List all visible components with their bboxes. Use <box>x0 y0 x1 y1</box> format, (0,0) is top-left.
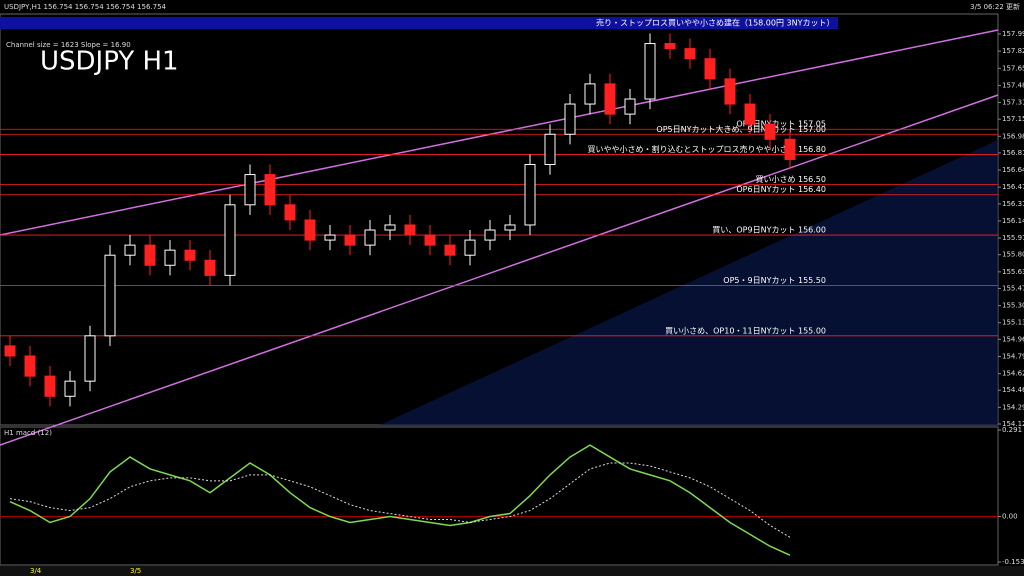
y-tick-label: 155.470 <box>1002 284 1024 292</box>
channel-upper <box>0 29 999 236</box>
candle-body <box>364 229 376 246</box>
channel-lower <box>0 94 999 446</box>
candle-body <box>264 174 276 206</box>
y-tick-label: 154.460 <box>1002 386 1024 394</box>
level-label: 買い小さめ 156.50 <box>755 175 826 184</box>
y-tick-label: 155.130 <box>1002 319 1024 327</box>
candle-body <box>144 244 156 266</box>
candle-body <box>684 48 696 60</box>
level-label: 買い、OP9日NYカット 156.00 <box>712 226 826 235</box>
candle-body <box>744 103 756 125</box>
macd-frame <box>0 426 999 566</box>
candle-body <box>124 244 136 256</box>
candle-body <box>504 224 516 231</box>
cloud <box>380 140 998 425</box>
x-label: 3/5 <box>130 567 141 575</box>
banner: 売り・ストップロス買いやや小さめ建在（158.00円 3NYカット） <box>596 18 835 28</box>
level-label: OP6日NYカット 156.40 <box>736 185 826 194</box>
candle-body <box>544 133 556 166</box>
y-tick-label: 157.995 <box>1002 30 1024 38</box>
y-tick-label: 157.655 <box>1002 64 1024 72</box>
candle-body <box>464 239 476 256</box>
candle-body <box>224 204 236 276</box>
y-tick-label: 154.290 <box>1002 403 1024 411</box>
candle-body <box>324 234 336 241</box>
candle-body <box>44 375 56 397</box>
candle-body <box>384 224 396 231</box>
header: USDJPY,H1 156.754 156.754 156.754 156.75… <box>4 3 167 11</box>
candle-body <box>604 83 616 115</box>
level-label: 買い小さめ、OP10・11日NYカット 155.00 <box>665 326 826 335</box>
level-label: OP5・9日NYカット 155.50 <box>723 276 826 285</box>
candle-body <box>704 58 716 80</box>
candle-body <box>484 229 496 241</box>
level-label: 買いやや小さめ・割り込むとストップロス売りやや小さめ 156.80 <box>587 144 826 154</box>
y-tick-label: 155.970 <box>1002 234 1024 242</box>
candle-body <box>64 380 76 397</box>
y-tick-label: 157.485 <box>1002 81 1024 89</box>
candle-body <box>624 98 636 115</box>
y-tick-label: 155.300 <box>1002 302 1024 310</box>
candle-body <box>304 219 316 241</box>
candle-body <box>4 345 16 357</box>
candle-body <box>644 43 656 100</box>
y-tick-label: 154.125 <box>1002 420 1024 428</box>
y-tick-label: 156.310 <box>1002 200 1024 208</box>
y-tick-label: 156.645 <box>1002 166 1024 174</box>
macd-tick-label: 0.291 <box>1002 426 1022 434</box>
candle-body <box>184 249 196 261</box>
candle-body <box>164 249 176 266</box>
candle-body <box>204 259 216 276</box>
y-tick-label: 156.140 <box>1002 217 1024 225</box>
candle-body <box>344 234 356 246</box>
y-tick-label: 156.980 <box>1002 132 1024 140</box>
candle-body <box>724 78 736 105</box>
macd-line <box>9 462 791 538</box>
candle-body <box>584 83 596 105</box>
macd-tick-label: 0.00 <box>1002 513 1018 521</box>
y-tick-label: 155.805 <box>1002 251 1024 259</box>
candle-body <box>564 103 576 135</box>
level-label: OP5日NYカット 157.05 <box>736 120 826 129</box>
y-tick-label: 154.795 <box>1002 352 1024 360</box>
macd-title: H1 macd (12) <box>4 429 52 437</box>
y-tick-label: 157.315 <box>1002 99 1024 107</box>
chart-title: USDJPY H1 <box>40 47 179 77</box>
y-tick-label: 157.825 <box>1002 47 1024 55</box>
candle-body <box>244 174 256 206</box>
candle-body <box>664 43 676 50</box>
timestamp: 3/5 06:22 更新 <box>970 2 1020 11</box>
level-label: OP5日NYカット大きめ、9日NYカット 157.00 <box>656 124 826 134</box>
candle-body <box>524 164 536 226</box>
candle-body <box>764 123 776 140</box>
candle-body <box>24 355 36 377</box>
macd-tick-label: -0.153 <box>1002 558 1024 566</box>
y-tick-label: 155.635 <box>1002 268 1024 276</box>
y-tick-label: 156.815 <box>1002 149 1024 157</box>
candle-body <box>784 138 796 160</box>
candle-body <box>424 234 436 246</box>
y-tick-label: 157.150 <box>1002 115 1024 123</box>
channel-info: Channel size = 1623 Slope = 16.90 <box>6 41 131 49</box>
x-label: 3/4 <box>30 567 42 575</box>
candle-body <box>284 204 296 221</box>
y-tick-label: 154.965 <box>1002 335 1024 343</box>
y-tick-label: 154.625 <box>1002 370 1024 378</box>
macd-line <box>9 444 791 556</box>
candle-body <box>404 224 416 236</box>
status-bar <box>0 566 1024 576</box>
banner-bg <box>0 17 838 29</box>
y-tick-label: 156.475 <box>1002 183 1024 191</box>
candle-body <box>84 335 96 382</box>
candle-body <box>104 254 116 337</box>
candle-body <box>444 244 456 256</box>
